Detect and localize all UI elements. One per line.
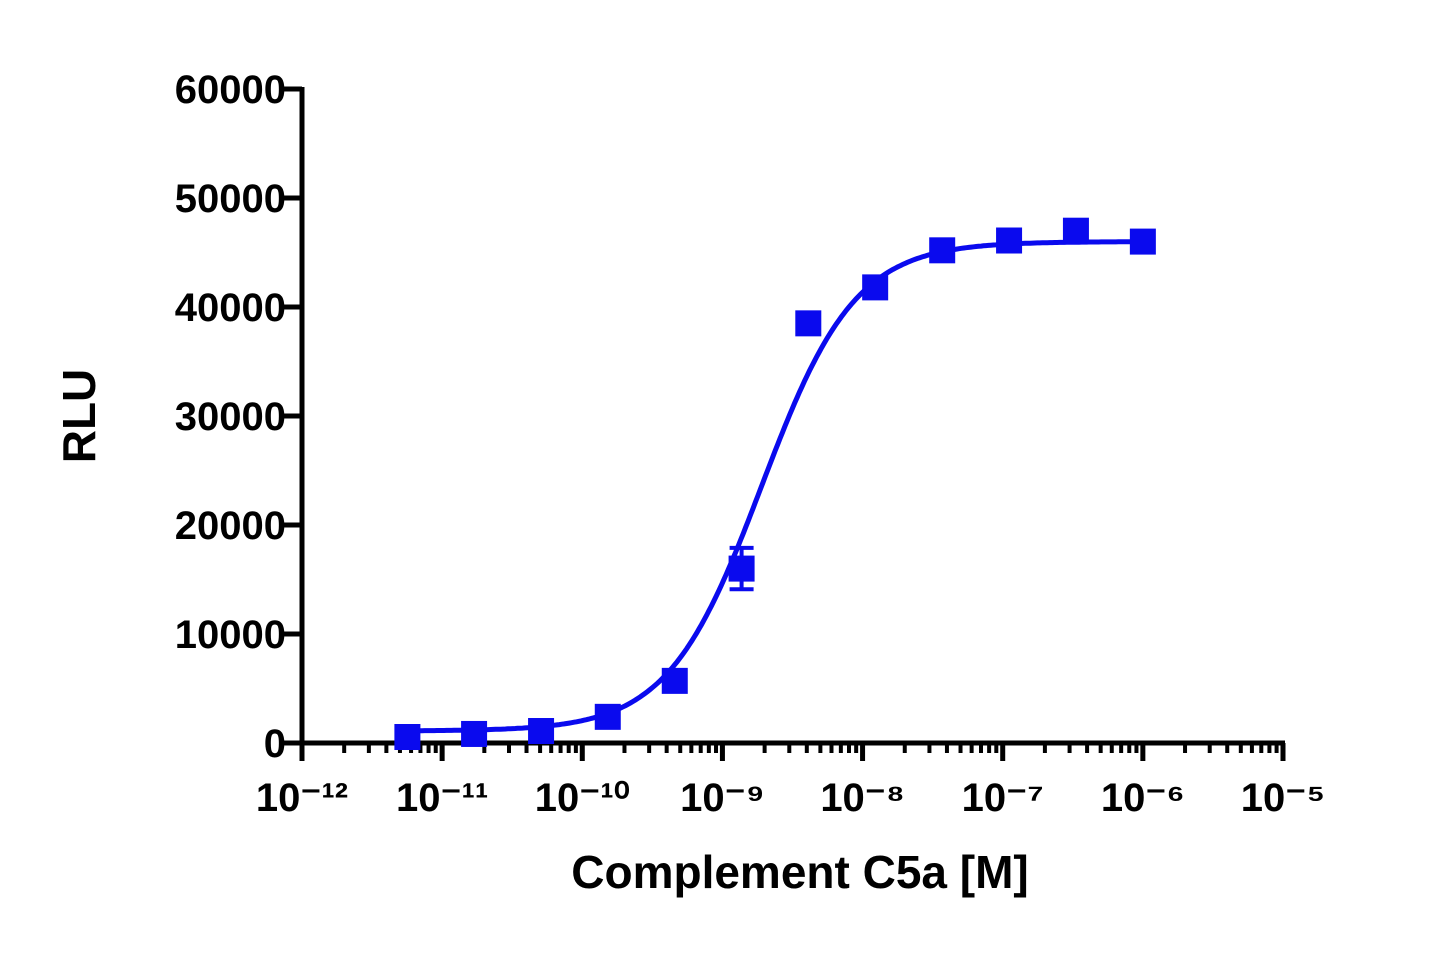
data-point [996,227,1023,254]
y-tick-label: 10000 [175,613,286,657]
x-tick-label: 10⁻⁸ [820,776,905,820]
data-point [594,703,621,730]
fit-curve [407,239,1143,734]
data-point [1129,228,1156,255]
x-tick-label: 10⁻¹¹ [396,776,488,820]
data-point [461,720,488,747]
y-tick-label: 30000 [175,395,286,439]
x-axis-title: Complement C5a [M] [571,846,1028,898]
data-point [528,718,555,745]
x-tick-label: 10⁻⁷ [962,776,1044,820]
data-point [862,274,889,301]
x-tick-label: 10⁻¹⁰ [535,776,630,820]
data-point [795,310,822,337]
y-tick-label: 40000 [175,286,286,330]
y-tick-label: 60000 [175,68,286,112]
data-point [661,667,688,694]
data-point [394,724,421,751]
data-point [929,237,956,264]
y-tick-label: 0 [264,722,286,766]
x-tick-label: 10⁻⁵ [1241,776,1325,820]
y-tick-label: 20000 [175,504,286,548]
x-tick-label: 10⁻¹² [256,776,348,820]
x-tick-label: 10⁻⁶ [1101,776,1185,820]
y-axis-title: RLU [53,369,105,464]
data-point [728,555,755,582]
x-tick-label: 10⁻⁹ [680,776,765,820]
data-point [1062,217,1089,244]
y-tick-label: 50000 [175,177,286,221]
